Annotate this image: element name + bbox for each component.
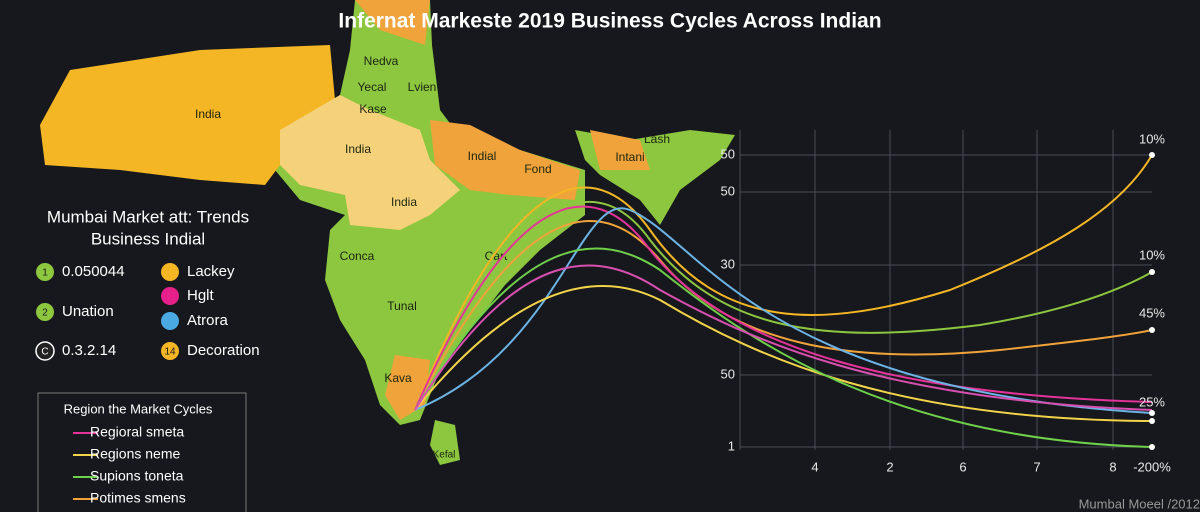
map-label: India — [195, 107, 221, 121]
y-label: 30 — [721, 256, 735, 271]
legend-title: Mumbai Market att: Trends — [47, 207, 249, 226]
curve — [414, 247, 1153, 448]
curve — [414, 207, 1153, 414]
map-label: Fond — [524, 162, 551, 176]
map-region — [40, 45, 335, 185]
legend-badge — [161, 287, 179, 305]
end-point — [1149, 152, 1155, 158]
map-region — [355, 0, 430, 45]
title: Infernat Markeste 2019 Business Cycles A… — [338, 10, 881, 33]
map-region — [280, 95, 460, 230]
map-region — [430, 120, 580, 200]
key-title: Region the Market Cycles — [64, 401, 213, 416]
y-label: 1 — [728, 438, 735, 453]
key-label: Regioral smeta — [90, 424, 184, 440]
legend-label: Hglt — [187, 287, 215, 304]
x-label: 4 — [811, 459, 818, 474]
key-box — [37, 392, 247, 512]
curve — [414, 154, 1153, 411]
map-label: Kase — [359, 102, 387, 116]
legend-badge — [161, 263, 179, 281]
legend-label: Decoration — [187, 342, 260, 359]
key-label: Potimes smens — [90, 490, 186, 506]
legend-badge — [161, 342, 179, 360]
curve — [414, 264, 1153, 411]
x-label: 2 — [886, 459, 893, 474]
x-label: 6 — [959, 459, 966, 474]
map-label: India — [345, 142, 371, 156]
legend-badge — [36, 263, 54, 281]
legend-badge — [35, 341, 55, 361]
footer: Mumbal Moeel /2012 — [1079, 496, 1200, 511]
x-label: 7 — [1033, 459, 1040, 474]
end-point — [1149, 444, 1155, 450]
curves — [414, 154, 1153, 448]
map-label: Yecal — [358, 80, 387, 94]
end-label: 25% — [1139, 394, 1165, 409]
map-label: Indial — [468, 149, 497, 163]
badge-text: 14 — [164, 347, 176, 358]
badge-text: C — [41, 347, 48, 358]
map-label: Kefal — [433, 450, 456, 461]
map-label: Lvien — [408, 80, 437, 94]
legend-title: Business Indial — [91, 229, 205, 248]
key-label: Regions neme — [90, 446, 180, 462]
y-label: 50 — [721, 366, 735, 381]
map-region — [590, 130, 650, 170]
y-label: 50 — [721, 146, 735, 161]
key-label: Supions toneta — [90, 468, 184, 484]
legend-label: 0.050044 — [62, 263, 125, 280]
end-label: 10% — [1139, 131, 1165, 146]
end-point — [1149, 269, 1155, 275]
map-region — [430, 420, 460, 465]
x-label: -200% — [1133, 459, 1171, 474]
map-label: Kava — [384, 371, 412, 385]
map-label: Conca — [340, 249, 375, 263]
map-label: India — [391, 195, 417, 209]
end-points — [1149, 152, 1155, 450]
end-point — [1149, 418, 1155, 424]
legend-badge — [161, 312, 179, 330]
end-label: 10% — [1139, 247, 1165, 262]
legend-label: 0.3.2.14 — [62, 342, 116, 359]
badge-text: 1 — [42, 268, 48, 279]
legend-label: Atrora — [187, 312, 229, 329]
x-label: 8 — [1109, 459, 1116, 474]
key: Regioral smeta Regions neme Supions toneta… — [73, 424, 186, 506]
legend-label: Unation — [62, 303, 114, 320]
map-label: Lash — [644, 132, 670, 146]
legend: 1 0.050044 2 Unation C 0.3.2.14 Lackey Hglt Atro… — [35, 263, 260, 361]
curve — [414, 284, 1153, 422]
end-label: 45% — [1139, 305, 1165, 320]
badge-text: 2 — [42, 308, 48, 319]
map-label: Intani — [615, 150, 644, 164]
map-label: Tunal — [387, 299, 417, 313]
legend-label: Lackey — [187, 263, 235, 280]
grid — [739, 130, 1152, 450]
legend-badge — [36, 303, 54, 321]
end-point — [1149, 327, 1155, 333]
end-point — [1149, 410, 1155, 416]
map-label: Nedva — [364, 54, 399, 68]
y-label: 50 — [721, 183, 735, 198]
